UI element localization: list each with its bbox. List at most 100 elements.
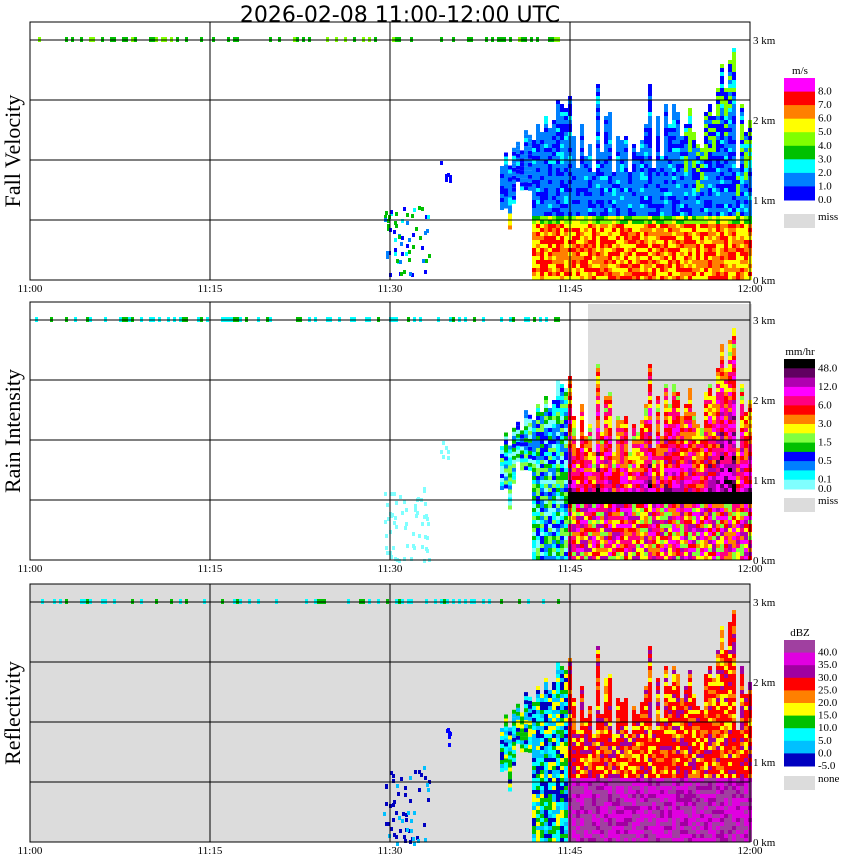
- heatmap-cell: [540, 536, 544, 540]
- heatmap-cell: [708, 448, 712, 452]
- heatmap-cell: [728, 84, 732, 88]
- missing-cell: [652, 304, 656, 450]
- heatmap-cell: [604, 156, 608, 160]
- heatmap-cell: [612, 172, 616, 176]
- heatmap-cell: [740, 408, 744, 412]
- heatmap-cell: [680, 512, 684, 516]
- heatmap-cell: [708, 404, 712, 408]
- heatmap-cell: [680, 240, 684, 244]
- missing-cell: [708, 304, 712, 387]
- colorbar-swatch: [784, 386, 815, 397]
- heatmap-cell: [724, 504, 728, 508]
- heatmap-cell: [548, 256, 552, 260]
- heatmap-cell: [572, 168, 576, 172]
- heatmap-cell: [660, 192, 664, 196]
- heatmap-cell: [716, 264, 720, 268]
- heatmap-cell: [532, 164, 536, 168]
- heatmap-cell: [600, 224, 604, 228]
- heatmap-cell: [544, 216, 548, 220]
- heatmap-cell: [564, 200, 568, 204]
- heatmap-cell: [401, 511, 404, 515]
- heatmap-cell: [724, 392, 728, 396]
- heatmap-cell: [728, 508, 732, 512]
- heatmap-cell: [680, 236, 684, 240]
- heatmap-cell: [736, 208, 740, 212]
- heatmap-cell: [732, 380, 736, 384]
- heatmap-cell: [744, 460, 748, 464]
- heatmap-cell: [668, 204, 672, 208]
- heatmap-cell: [660, 272, 664, 276]
- colorbar-swatch: [784, 451, 815, 462]
- heatmap-cell: [684, 440, 688, 444]
- colorbar-swatch: [784, 132, 815, 147]
- heatmap-cell: [632, 268, 636, 272]
- heatmap-cell: [648, 520, 652, 524]
- heatmap-cell: [536, 436, 540, 440]
- heatmap-cell: [572, 436, 576, 440]
- heatmap-cell: [620, 524, 624, 528]
- heatmap-cell: [398, 235, 401, 239]
- heatmap-cell: [744, 240, 748, 244]
- heatmap-cell: [688, 516, 692, 520]
- heatmap-cell: [668, 244, 672, 248]
- heatmap-cell: [524, 170, 528, 175]
- heatmap-cell: [414, 504, 417, 508]
- heatmap-cell: [716, 420, 720, 424]
- heatmap-cell: [504, 440, 508, 445]
- heatmap-cell: [632, 500, 636, 504]
- heatmap-cell: [516, 153, 520, 158]
- heatmap-cell: [692, 164, 696, 168]
- heatmap-cell: [544, 500, 548, 504]
- heatmap-cell: [688, 400, 692, 404]
- heatmap-cell: [532, 480, 536, 484]
- heatmap-cell: [680, 544, 684, 548]
- heatmap-cell: [712, 192, 716, 196]
- heatmap-cell: [552, 240, 556, 244]
- heatmap-cell: [524, 728, 528, 733]
- heatmap-cell: [624, 228, 628, 232]
- heatmap-cell: [384, 215, 387, 219]
- heatmap-cell: [724, 256, 728, 260]
- heatmap-cell: [608, 260, 612, 264]
- heatmap-cell: [556, 448, 560, 452]
- heatmap-cell: [732, 344, 736, 348]
- heatmap-cell: [580, 276, 584, 280]
- heatmap-cell: [524, 748, 528, 753]
- heatmap-cell: [632, 236, 636, 240]
- heatmap-cell: [732, 220, 736, 224]
- heatmap-cell: [592, 488, 596, 492]
- heatmap-cell: [640, 256, 644, 260]
- heatmap-cell: [628, 512, 632, 516]
- heatmap-cell: [664, 552, 668, 556]
- heatmap-cell: [544, 172, 548, 176]
- heatmap-cell: [632, 216, 636, 220]
- colorbar-swatch: [784, 479, 815, 490]
- heatmap-cell: [596, 500, 600, 504]
- heatmap-cell: [544, 204, 548, 208]
- heatmap-cell: [648, 480, 652, 484]
- missing-cell: [648, 304, 652, 367]
- heatmap-cell: [664, 152, 668, 156]
- heatmap-cell: [608, 156, 612, 160]
- heatmap-cell: [580, 272, 584, 276]
- heatmap-cell: [604, 268, 608, 272]
- heatmap-cell: [616, 544, 620, 548]
- heatmap-cell: [596, 132, 600, 136]
- heatmap-cell: [540, 172, 544, 176]
- heatmap-cell: [704, 112, 708, 116]
- heatmap-cell: [540, 224, 544, 228]
- heatmap-cell: [708, 520, 712, 524]
- heatmap-cell: [592, 248, 596, 252]
- heatmap-cell: [544, 532, 548, 536]
- heatmap-cell: [724, 120, 728, 124]
- heatmap-cell: [664, 208, 668, 212]
- heatmap-cell: [544, 168, 548, 172]
- heatmap-cell: [632, 452, 636, 456]
- heatmap-cell: [548, 408, 552, 412]
- heatmap-cell: [596, 440, 600, 444]
- heatmap-cell: [744, 520, 748, 524]
- heatmap-cell: [656, 404, 660, 408]
- heatmap-cell: [616, 256, 620, 260]
- heatmap-cell: [600, 552, 604, 556]
- heatmap-cell: [744, 148, 748, 152]
